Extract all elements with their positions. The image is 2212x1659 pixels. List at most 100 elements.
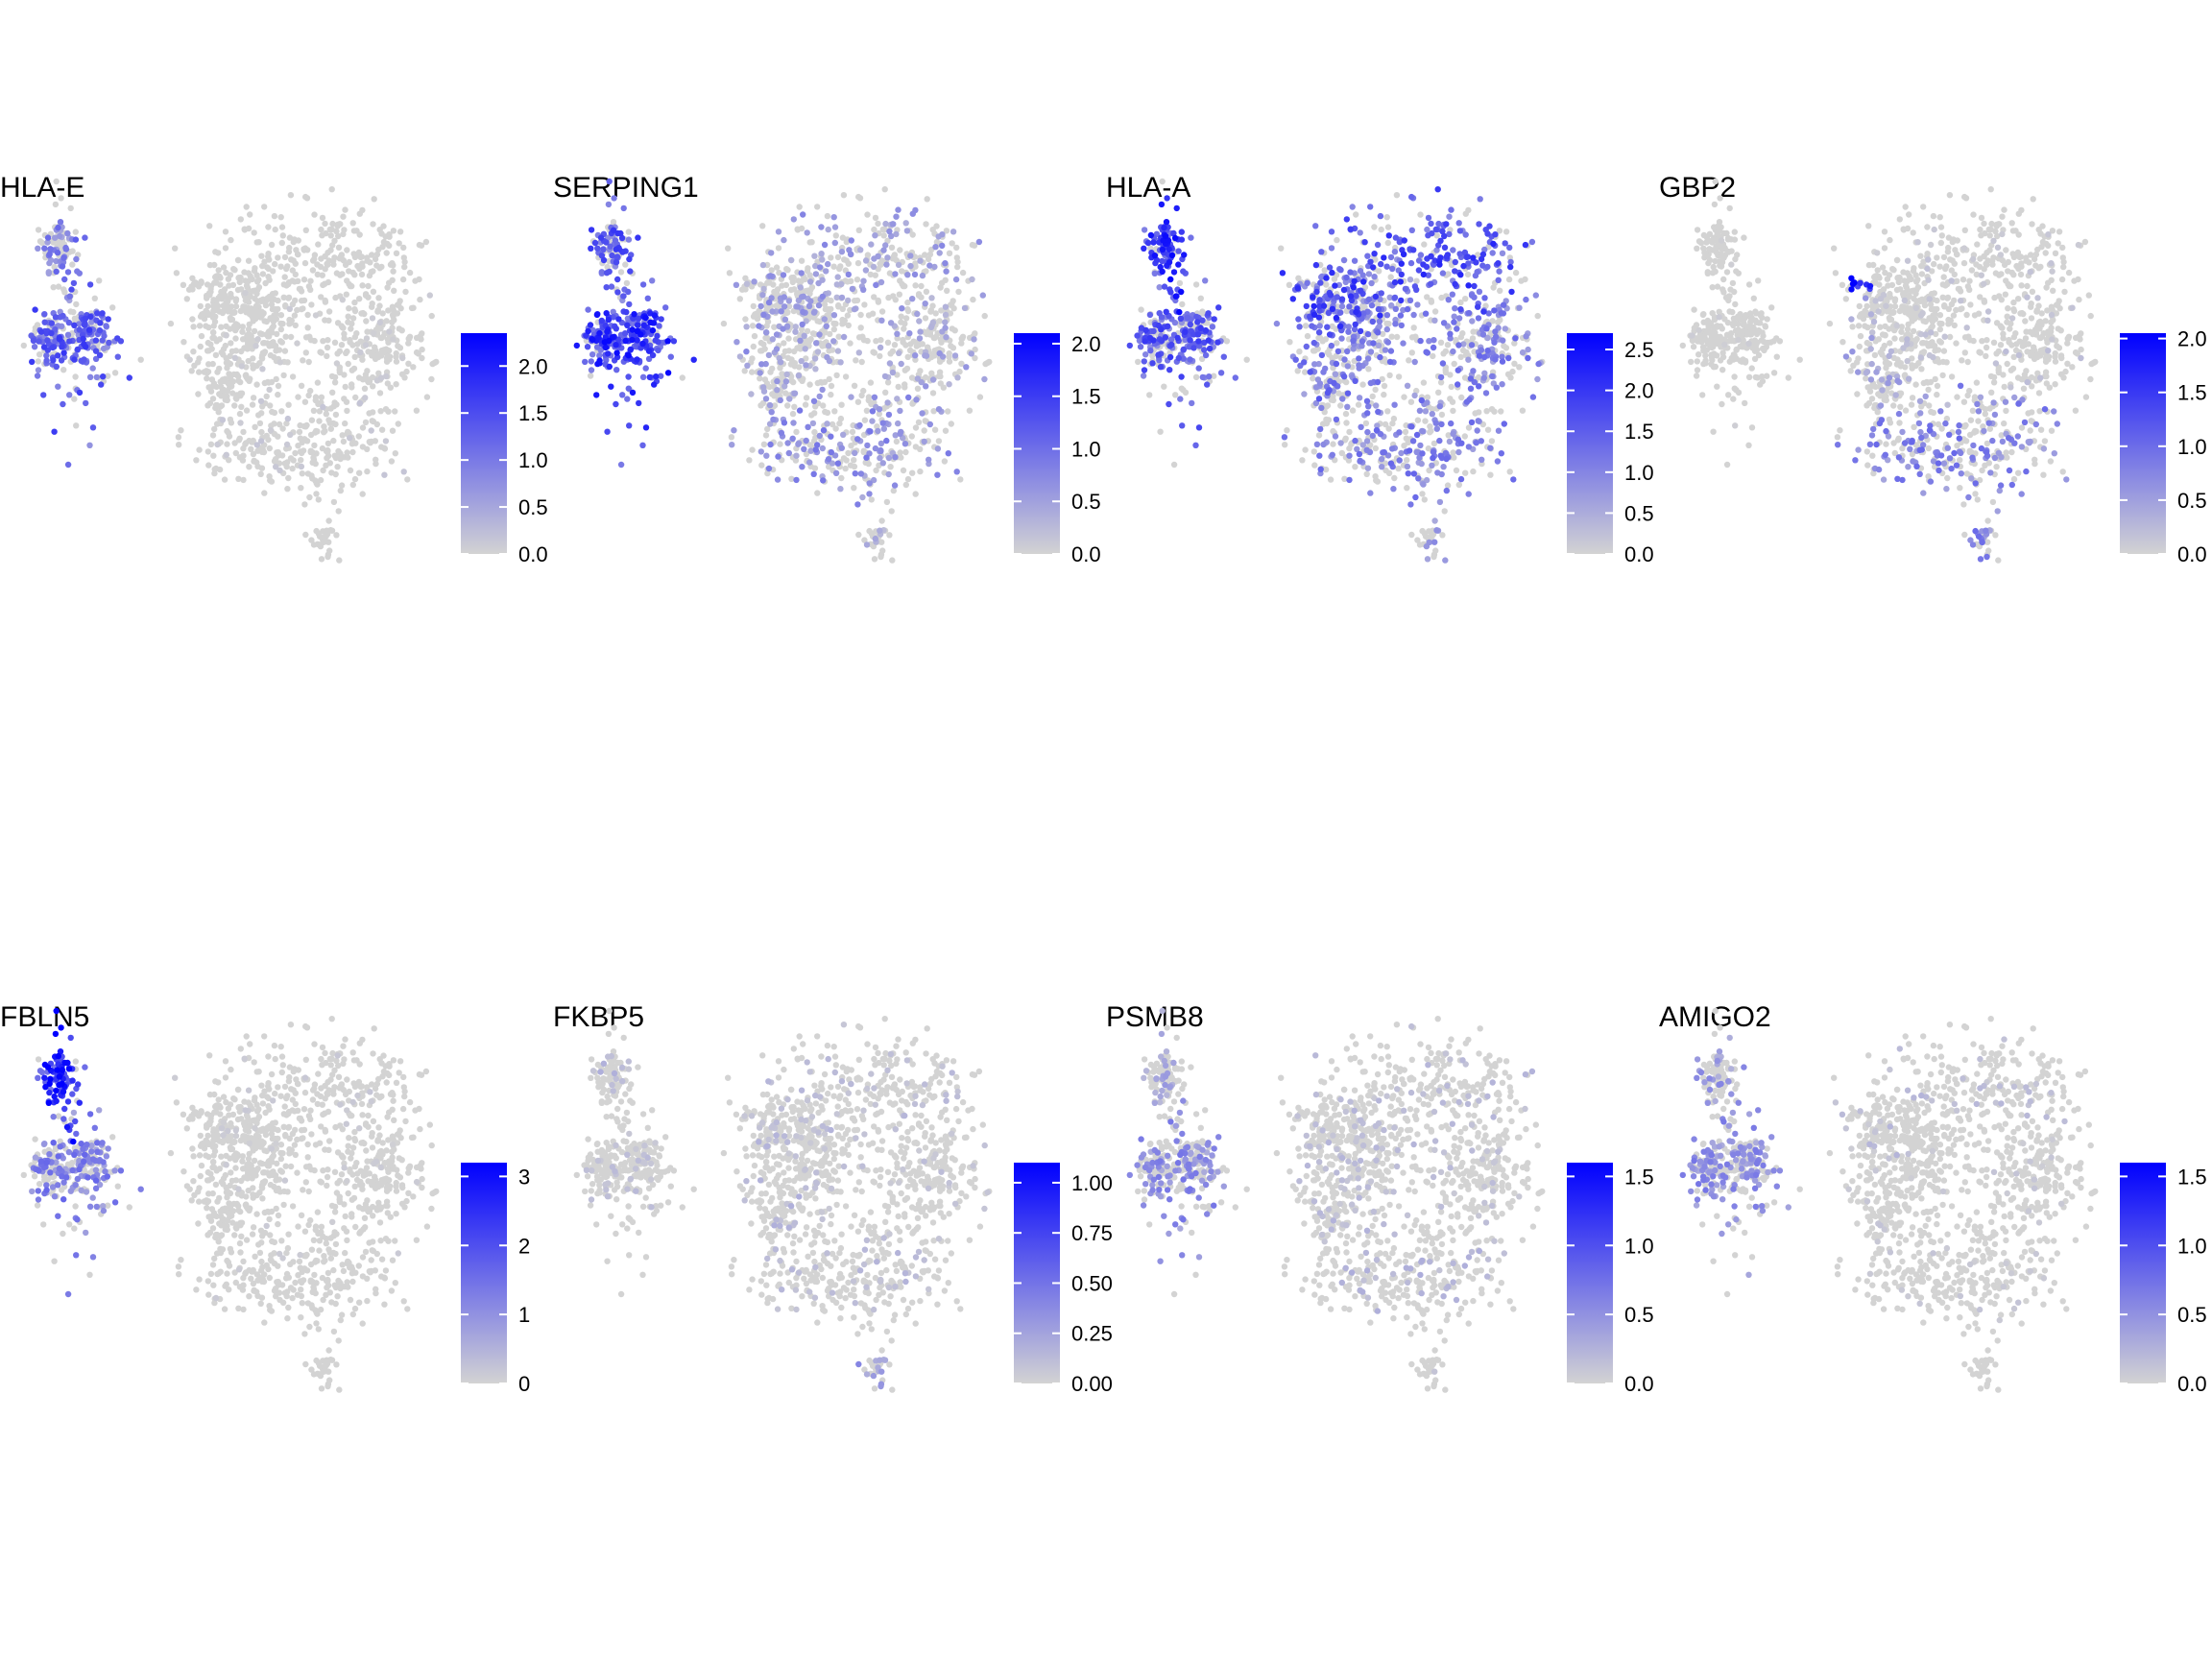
cell-point <box>69 261 76 268</box>
cell-point <box>1409 438 1417 445</box>
cell-point <box>359 491 366 497</box>
cell-point <box>1371 274 1378 280</box>
cell-point <box>1317 425 1324 433</box>
cell-point <box>823 268 830 275</box>
cell-point <box>866 480 873 487</box>
feature-panel-hla-e: HLA-E0.00.51.01.52.0 <box>0 172 548 566</box>
cell-point <box>857 247 864 253</box>
cell-point <box>297 421 303 429</box>
cell-point <box>824 421 830 427</box>
cell-point <box>1310 375 1316 382</box>
cell-point <box>1369 393 1376 400</box>
cell-point <box>1303 343 1310 350</box>
cell-point <box>916 318 923 325</box>
cell-point <box>297 435 303 442</box>
cell-point <box>864 442 871 449</box>
cell-point <box>1344 363 1352 370</box>
cell-point <box>749 323 757 329</box>
cell-point <box>315 400 322 408</box>
cell-point <box>44 234 52 241</box>
cell-point <box>1438 421 1445 428</box>
cell-point <box>1436 437 1443 445</box>
cell-point <box>232 302 240 310</box>
cell-point <box>1470 468 1477 475</box>
cell-point <box>1507 374 1514 381</box>
cell-point <box>1166 353 1174 361</box>
cell-point <box>1713 243 1719 250</box>
cell-point <box>280 294 287 301</box>
cell-point <box>767 369 774 375</box>
cell-point <box>330 420 337 427</box>
cell-point <box>428 375 435 383</box>
cell-point <box>811 428 818 436</box>
cell-point <box>613 325 619 332</box>
cell-point <box>981 312 988 320</box>
cell-point <box>266 276 273 283</box>
cell-point <box>1523 333 1529 340</box>
cell-point <box>307 286 314 293</box>
cell-point <box>770 281 777 288</box>
cell-point <box>1433 425 1441 432</box>
cell-point <box>1206 345 1214 352</box>
legend-tick-label: 1.5 <box>1071 385 1101 409</box>
cell-point <box>369 315 376 322</box>
cell-point <box>622 337 629 345</box>
cell-point <box>1170 269 1178 276</box>
cell-point <box>788 377 795 384</box>
cell-point <box>1201 347 1208 353</box>
cell-point <box>1329 269 1335 276</box>
cell-point <box>807 278 814 285</box>
cell-point <box>322 297 328 304</box>
cell-point <box>883 261 890 268</box>
cell-point <box>257 397 265 404</box>
cell-point <box>1342 435 1349 442</box>
cell-point <box>214 441 221 448</box>
cell-point <box>600 246 607 253</box>
cell-point <box>934 445 942 452</box>
cell-point <box>1498 310 1505 317</box>
cell-point <box>1316 297 1323 303</box>
cell-point <box>1448 383 1455 391</box>
cell-point <box>60 276 68 283</box>
cell-point <box>247 273 253 279</box>
cell-point <box>276 421 283 428</box>
cell-point <box>340 213 347 220</box>
cell-point <box>861 301 868 308</box>
cell-point <box>1205 310 1212 317</box>
cell-point <box>222 342 228 349</box>
cell-point <box>1312 261 1320 269</box>
cell-point <box>312 312 320 319</box>
cell-point <box>1488 438 1496 445</box>
cell-point <box>379 310 386 317</box>
cell-point <box>349 315 357 322</box>
cell-point <box>44 337 51 344</box>
cell-point <box>961 304 969 312</box>
cell-point <box>1346 445 1353 452</box>
cell-point <box>417 296 423 303</box>
cell-point <box>1444 252 1452 258</box>
cell-point <box>218 324 225 330</box>
cell-point <box>1431 539 1438 545</box>
cell-point <box>760 441 768 447</box>
cell-point <box>1315 396 1323 402</box>
cell-point <box>1535 360 1542 368</box>
cell-point <box>205 324 212 331</box>
cell-point <box>1436 403 1444 410</box>
cell-point <box>1352 437 1358 445</box>
cell-point <box>953 244 960 252</box>
cell-point <box>355 433 362 440</box>
cell-point <box>1420 261 1427 268</box>
cell-point <box>1500 301 1507 308</box>
cell-point <box>890 221 897 228</box>
cell-point <box>314 271 321 278</box>
cell-point <box>1310 302 1317 310</box>
cell-point <box>197 302 204 310</box>
cell-point <box>1450 348 1456 355</box>
cell-point <box>1493 384 1501 391</box>
cell-point <box>76 389 84 397</box>
cell-point <box>1734 252 1741 258</box>
cell-point <box>223 332 229 339</box>
cell-point <box>356 399 364 407</box>
cell-point <box>382 373 390 380</box>
cell-point <box>1194 319 1201 325</box>
